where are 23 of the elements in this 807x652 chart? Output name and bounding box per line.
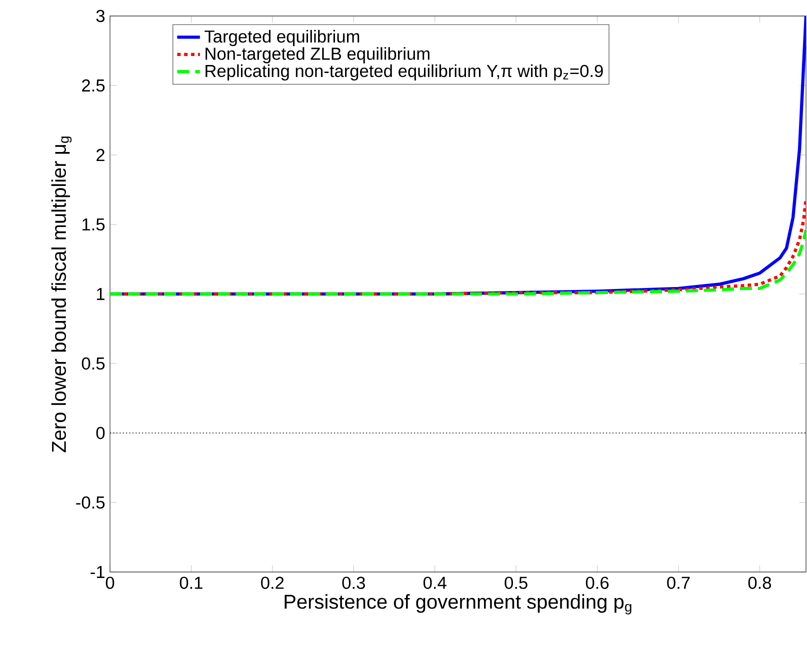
y-tick-label: 0 — [96, 426, 105, 440]
y-tick-label: -0.5 — [76, 496, 105, 509]
y-axis-title: Zero lower bound fiscal multiplier μ$_{g}$ — [51, 136, 72, 452]
x-tick-label: 0.7 — [667, 576, 690, 589]
x-tick-label: 0.3 — [342, 576, 365, 589]
legend-label: Non-targeted ZLB equilibrium — [206, 47, 430, 64]
x-tick-label: 0.5 — [504, 576, 528, 589]
y-tick-label: 2 — [96, 148, 104, 162]
legend-label: Targeted equilibrium — [204, 30, 360, 46]
x-axis-title: Persistence of government spending p$_{g}$ — [284, 594, 632, 614]
x-tick-label: 0.4 — [423, 576, 446, 589]
x-tick-label: 0.1 — [180, 576, 202, 589]
y-tick-label: 2.5 — [82, 79, 105, 92]
y-tick-label: 1.5 — [82, 218, 105, 231]
x-tick-label: 0.8 — [748, 576, 772, 589]
y-tick-label: 1 — [96, 288, 104, 300]
y-tick-label: -1 — [90, 566, 104, 578]
x-tick-label: 0.2 — [261, 576, 284, 589]
x-tick-label: 0.6 — [586, 576, 609, 589]
y-tick-label: 0.5 — [82, 357, 105, 370]
x-tick-label: 0 — [106, 576, 114, 589]
legend-label: Replicating non-targeted equilibrium Y,π with p$_{z}$=0.9 — [206, 64, 603, 81]
y-tick-label: 3 — [96, 10, 105, 22]
